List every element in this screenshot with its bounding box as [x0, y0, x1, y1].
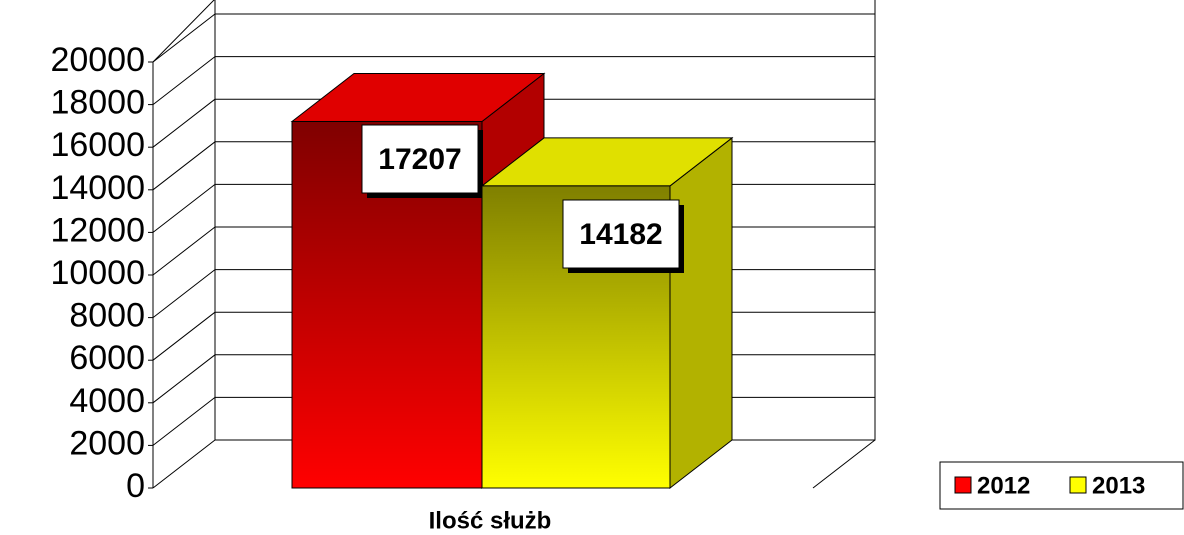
y-tick-label: 14000 [50, 169, 145, 207]
y-tick-label: 2000 [69, 424, 145, 462]
y-tick-label: 8000 [69, 297, 145, 335]
bar-top-shade [292, 73, 544, 122]
y-tick-label: 20000 [50, 41, 145, 79]
bar-top-shade [482, 137, 732, 186]
grid-line [152, 354, 216, 404]
grid-line [152, 56, 216, 105]
label-box [361, 124, 479, 194]
x-tick-label: Ilość służb [429, 507, 552, 534]
y-tick-label: 18000 [50, 84, 145, 122]
legend-swatch [1069, 476, 1087, 494]
y-tick-label: 10000 [50, 254, 145, 292]
grid-line [152, 184, 216, 233]
grid-line [152, 269, 216, 318]
legend-swatch [954, 476, 972, 494]
y-tick-label: 0 [126, 467, 145, 505]
data-label: 14182 [579, 218, 662, 251]
grid-line [152, 397, 216, 446]
y-tick-label: 12000 [50, 211, 145, 249]
floor-edge [812, 439, 876, 489]
legend-label: 2013 [1092, 472, 1145, 499]
legend-box [939, 461, 1184, 510]
label-box [562, 199, 680, 269]
y-tick-label: 4000 [69, 382, 145, 420]
y-tick-label: 6000 [69, 339, 145, 377]
data-label: 17207 [378, 143, 461, 176]
bar-side-shade [670, 137, 732, 488]
wall-edge [152, 0, 215, 63]
grid-line [152, 141, 216, 191]
grid-line [152, 311, 216, 361]
grid-line [152, 226, 216, 276]
grid-line [152, 98, 216, 148]
bar [480, 136, 734, 490]
y-tick-label: 16000 [50, 126, 145, 164]
grid-line [152, 439, 216, 489]
grid-line [152, 13, 216, 63]
legend-label: 2012 [977, 472, 1030, 499]
